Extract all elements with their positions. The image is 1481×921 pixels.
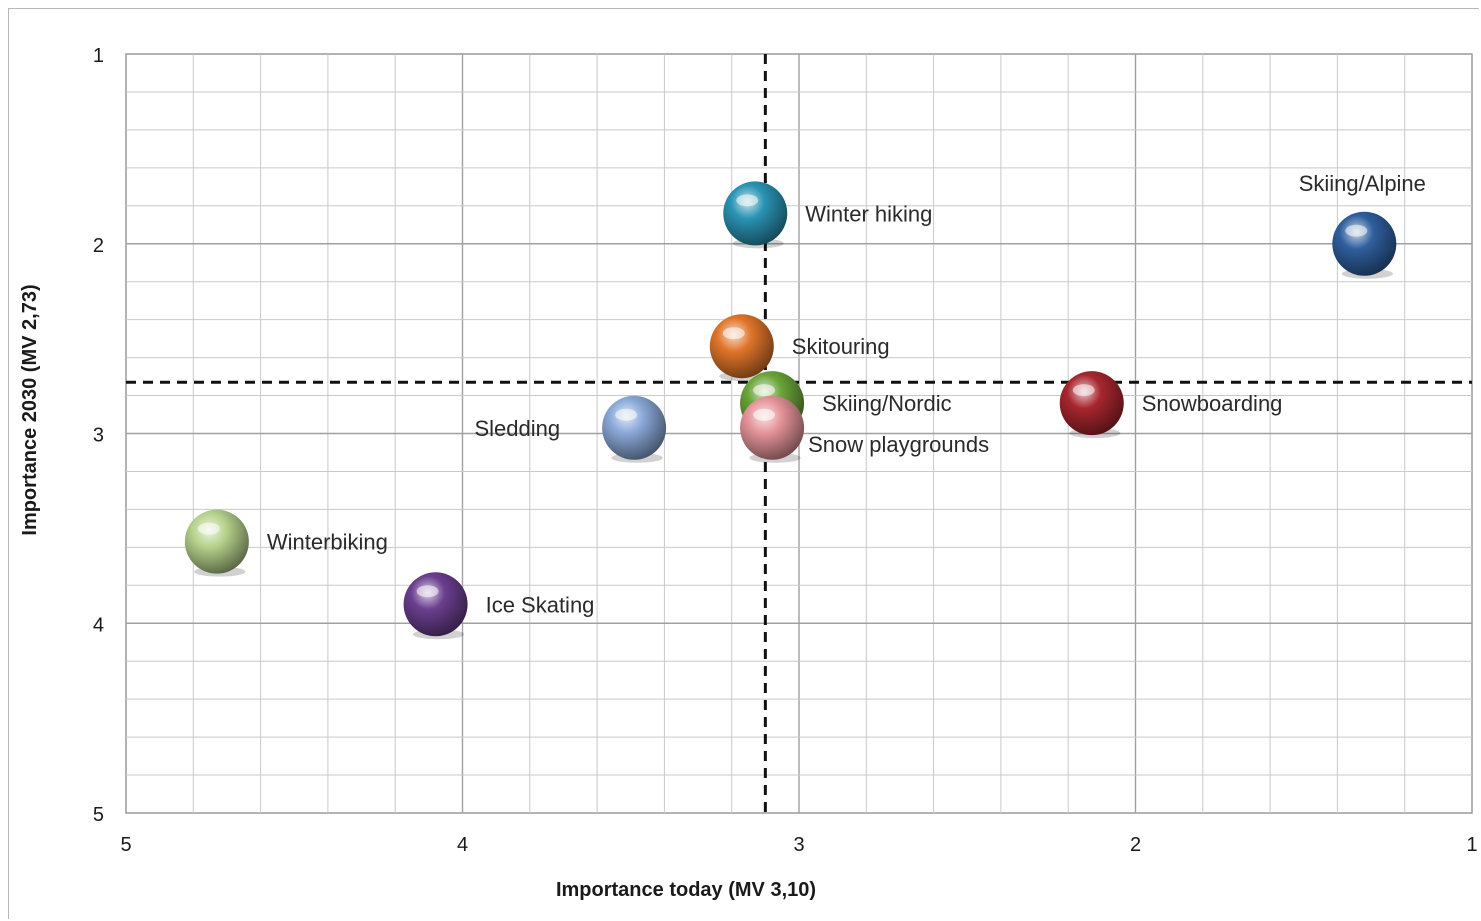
y-axis-label: Importance 2030 (MV 2,73) <box>19 284 41 535</box>
point-label: Skiing/Nordic <box>822 391 952 416</box>
y-tick-label: 2 <box>93 235 104 257</box>
point-marker <box>403 572 468 637</box>
data-point: Sledding <box>474 395 667 463</box>
point-label: Snowboarding <box>1142 391 1283 416</box>
point-marker <box>723 181 788 246</box>
data-point: Ice Skating <box>403 572 595 640</box>
point-marker <box>709 314 774 379</box>
x-tick-label: 5 <box>120 834 131 856</box>
point-marker <box>184 509 249 574</box>
point-highlight <box>1072 384 1095 397</box>
point-label: Winterbiking <box>267 530 388 555</box>
point-label: Winter hiking <box>805 201 932 226</box>
chart-frame <box>8 8 1479 919</box>
x-tick-label: 1 <box>1466 834 1477 856</box>
tick-labels: 5 4 3 2 1 1 2 3 4 5 <box>93 45 1478 856</box>
point-highlight <box>722 327 745 340</box>
point-label: Skiing/Alpine <box>1299 171 1426 196</box>
point-highlight <box>416 585 439 598</box>
point-highlight <box>197 522 220 535</box>
data-point: Skitouring <box>709 314 890 382</box>
data-point: Snow playgrounds <box>740 395 989 463</box>
y-tick-label: 3 <box>93 425 104 447</box>
point-highlight <box>753 384 776 397</box>
point-marker <box>602 395 667 460</box>
x-tick-label: 2 <box>1130 834 1141 856</box>
data-point: Snowboarding <box>1059 371 1283 439</box>
point-highlight <box>1345 224 1368 237</box>
point-marker <box>1059 371 1124 436</box>
point-marker <box>1332 211 1397 276</box>
y-tick-label: 5 <box>93 804 104 826</box>
x-axis-label: Importance today (MV 3,10) <box>556 879 816 901</box>
point-label: Sledding <box>474 416 560 441</box>
point-marker <box>740 395 805 460</box>
data-points: Winter hiking Skiing/Alpine Skitouring Skii… <box>184 171 1426 640</box>
data-point: Skiing/Alpine <box>1299 171 1426 279</box>
point-label: Ice Skating <box>486 592 595 617</box>
data-point: Winter hiking <box>723 181 932 249</box>
y-tick-label: 1 <box>93 45 104 67</box>
point-label: Snow playgrounds <box>808 432 989 457</box>
x-tick-label: 3 <box>793 834 804 856</box>
y-tick-label: 4 <box>93 614 104 636</box>
point-highlight <box>753 408 776 421</box>
x-tick-label: 4 <box>457 834 468 856</box>
point-highlight <box>736 194 759 207</box>
data-point: Winterbiking <box>184 509 388 577</box>
point-highlight <box>615 408 638 421</box>
point-label: Skitouring <box>792 334 890 359</box>
